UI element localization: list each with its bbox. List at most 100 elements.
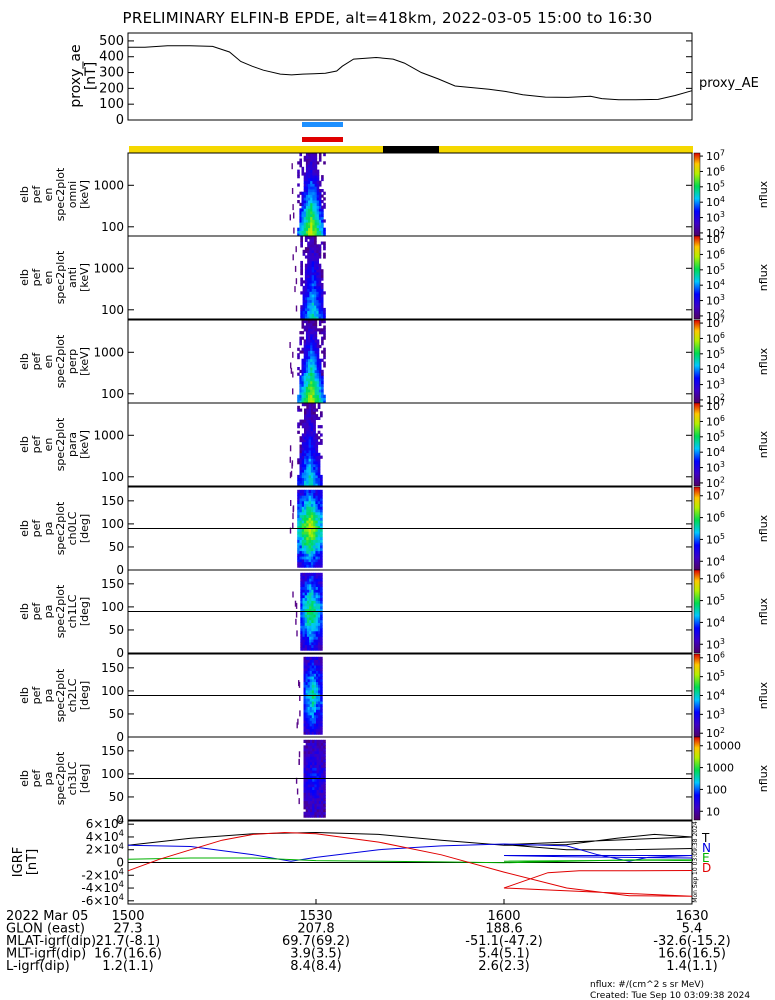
heatmap-cell bbox=[309, 681, 313, 685]
heatmap-cell bbox=[315, 461, 319, 465]
heatmap-cell bbox=[297, 561, 300, 565]
heatmap-cell bbox=[323, 767, 326, 771]
heatmap-cell bbox=[312, 375, 315, 379]
heatmap-cell bbox=[310, 792, 313, 796]
heatmap-cell bbox=[310, 202, 313, 206]
heatmap-cell bbox=[315, 586, 319, 590]
heatmap-cell bbox=[315, 534, 319, 538]
heatmap-cell bbox=[300, 266, 303, 270]
heatmap-cell bbox=[311, 723, 315, 727]
heatmap-cell bbox=[297, 233, 300, 237]
heatmap-cell bbox=[318, 792, 322, 796]
heatmap-cell bbox=[303, 328, 307, 332]
heatmap-cell bbox=[300, 581, 303, 585]
heatmap-cell bbox=[303, 767, 307, 771]
heatmap-cell bbox=[302, 603, 306, 607]
heatmap-cell bbox=[321, 400, 324, 404]
spec-panel-3: nflux bbox=[127, 319, 770, 404]
heatmap-cell bbox=[320, 525, 323, 529]
heatmap-cell bbox=[321, 753, 324, 757]
heatmap-cell bbox=[314, 322, 318, 326]
heatmap-cell bbox=[305, 356, 309, 360]
heatmap-cell bbox=[315, 466, 319, 470]
heatmap-cell bbox=[308, 403, 312, 407]
heatmap-cell bbox=[307, 247, 310, 251]
ephemeris-value: 207.8 bbox=[297, 922, 334, 937]
heatmap-cell bbox=[301, 455, 305, 459]
igrf-ytick-label: 6×104 bbox=[86, 815, 124, 831]
heatmap-cell bbox=[299, 202, 302, 206]
heatmap-cell bbox=[304, 578, 308, 582]
heatmap-cell bbox=[323, 364, 326, 368]
heatmap-cell bbox=[318, 701, 321, 705]
heatmap-cell bbox=[320, 307, 324, 312]
heatmap-cell bbox=[305, 761, 309, 766]
heatmap-cell bbox=[312, 169, 315, 173]
heatmap-cell bbox=[308, 458, 312, 462]
heatmap-cell bbox=[316, 397, 320, 401]
colorbar-label: nflux bbox=[757, 514, 770, 542]
heatmap-cell bbox=[301, 539, 305, 543]
heatmap-cell bbox=[307, 789, 311, 793]
heatmap-cell bbox=[313, 606, 317, 610]
heatmap-cell bbox=[303, 383, 307, 387]
heatmap-cell bbox=[312, 778, 315, 782]
heatmap-cell bbox=[303, 350, 307, 354]
heatmap-cell bbox=[315, 617, 319, 621]
heatmap-cell bbox=[312, 153, 315, 157]
heatmap-cell bbox=[318, 773, 322, 777]
heatmap-cell bbox=[304, 469, 307, 473]
heatmap-cell bbox=[318, 266, 322, 270]
heatmap-cell bbox=[312, 811, 315, 815]
heatmap-cell bbox=[318, 247, 322, 251]
heatmap-cell bbox=[305, 808, 309, 813]
heatmap-cell bbox=[307, 249, 310, 253]
ephemeris-row-label: GLON (east) bbox=[6, 922, 85, 937]
heatmap-cell bbox=[306, 500, 309, 504]
heatmap-cell bbox=[306, 477, 309, 481]
heatmap-cell bbox=[304, 608, 308, 612]
heatmap-cell bbox=[305, 383, 309, 387]
heatmap-cell bbox=[317, 578, 321, 582]
heatmap-cell bbox=[308, 419, 312, 423]
heatmap-cell bbox=[312, 770, 315, 774]
heatmap-cell bbox=[314, 172, 318, 176]
heatmap-cell bbox=[305, 800, 309, 804]
heatmap-cell bbox=[312, 759, 315, 763]
heatmap-cell bbox=[299, 224, 302, 229]
heatmap-cell bbox=[311, 647, 314, 651]
heatmap-cell bbox=[323, 753, 326, 757]
heatmap-cell bbox=[306, 561, 309, 565]
heatmap-cell bbox=[313, 441, 316, 445]
heatmap-cell bbox=[299, 469, 303, 473]
heatmap-cell bbox=[308, 183, 311, 187]
colorbar-tick-label: 10000 bbox=[706, 740, 741, 753]
heatmap-cell bbox=[311, 731, 315, 735]
heatmap-cell bbox=[311, 725, 315, 730]
heatmap-cell bbox=[308, 469, 312, 473]
heatmap-cell bbox=[299, 556, 303, 560]
heatmap-cell bbox=[302, 280, 306, 284]
heatmap-cell bbox=[321, 756, 324, 760]
heatmap-cell bbox=[311, 628, 314, 632]
spec-panel-ylabel: elbpefpaspec2plotch0LC[deg] bbox=[18, 501, 91, 555]
heatmap-cell bbox=[308, 558, 312, 563]
heatmap-cell bbox=[310, 414, 314, 418]
heatmap-cell bbox=[316, 288, 319, 292]
heatmap-cell bbox=[313, 597, 317, 601]
heatmap-cell bbox=[316, 394, 320, 398]
spec-panel-frame bbox=[127, 235, 693, 320]
heatmap-cell bbox=[320, 575, 323, 579]
heatmap-cell bbox=[306, 556, 309, 560]
heatmap-cell bbox=[302, 581, 306, 585]
heatmap-cell bbox=[316, 169, 320, 173]
heatmap-cell bbox=[311, 578, 314, 582]
igrf-series-E bbox=[127, 857, 693, 864]
heatmap-cell bbox=[318, 717, 321, 721]
heatmap-cell bbox=[306, 419, 309, 423]
heatmap-cell bbox=[320, 633, 323, 637]
heatmap-cell bbox=[314, 266, 317, 270]
heatmap-cell bbox=[310, 383, 313, 387]
heatmap-cell bbox=[303, 731, 306, 735]
heatmap-cell bbox=[303, 706, 306, 710]
